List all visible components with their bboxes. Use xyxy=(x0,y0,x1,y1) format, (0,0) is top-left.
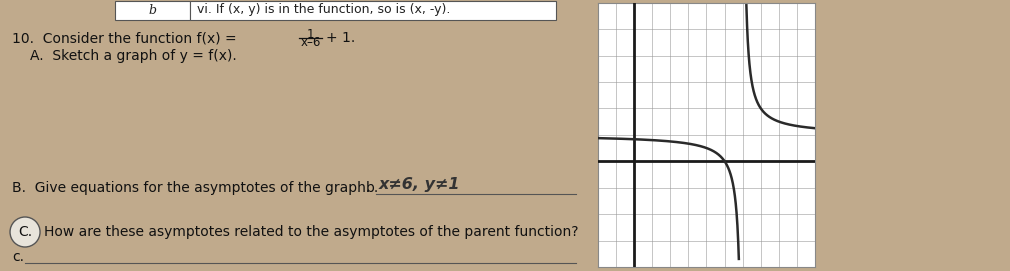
Text: 10.  Consider the function f(x) =: 10. Consider the function f(x) = xyxy=(12,31,236,45)
Text: C.: C. xyxy=(18,225,32,239)
Text: c.: c. xyxy=(12,250,24,264)
Text: x–6: x–6 xyxy=(300,36,321,49)
Text: How are these asymptotes related to the asymptotes of the parent function?: How are these asymptotes related to the … xyxy=(44,225,579,239)
Circle shape xyxy=(10,217,40,247)
Text: B.  Give equations for the asymptotes of the graph.: B. Give equations for the asymptotes of … xyxy=(12,181,371,195)
Text: A.  Sketch a graph of y = f(x).: A. Sketch a graph of y = f(x). xyxy=(30,49,236,63)
Bar xyxy=(115,1,190,20)
Text: b.: b. xyxy=(366,181,379,195)
Text: x≠6, y≠1: x≠6, y≠1 xyxy=(379,178,461,192)
Text: vi. If (x, y) is in the function, so is (x, -y).: vi. If (x, y) is in the function, so is … xyxy=(197,4,450,17)
Text: 1: 1 xyxy=(307,27,314,40)
Text: + 1.: + 1. xyxy=(325,31,355,45)
Text: b: b xyxy=(148,4,157,17)
Bar xyxy=(190,1,556,20)
